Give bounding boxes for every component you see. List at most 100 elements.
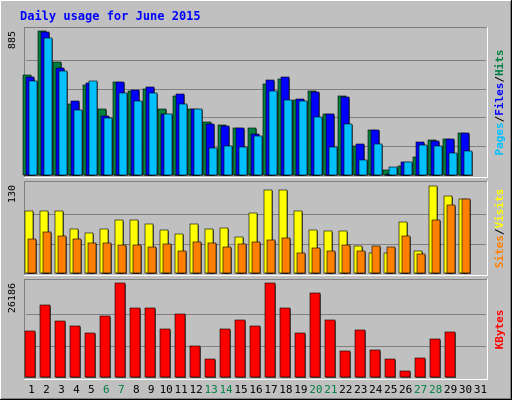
bar-sites-day-2 xyxy=(42,231,52,274)
bar-kbytes-day-10 xyxy=(159,328,171,378)
bar-sites-day-30 xyxy=(461,198,471,274)
bar-kbytes-day-4 xyxy=(69,325,81,378)
day-label-26: 26 xyxy=(399,383,412,396)
day-label-13: 13 xyxy=(204,383,217,396)
bar-kbytes-day-6 xyxy=(99,315,111,378)
bar-sites-day-29 xyxy=(446,204,456,274)
bar-sites-day-18 xyxy=(281,237,291,274)
day-label-2: 2 xyxy=(43,383,50,396)
bar-sites-day-25 xyxy=(386,246,396,274)
bar-kbytes-day-26 xyxy=(399,370,411,378)
bar-kbytes-day-18 xyxy=(279,307,291,378)
bar-sites-day-11 xyxy=(177,250,187,274)
legend-sites: Sites xyxy=(493,235,506,268)
bar-pages-day-4 xyxy=(73,109,83,176)
day-label-19: 19 xyxy=(294,383,307,396)
bar-pages-day-14 xyxy=(223,145,233,176)
bar-sites-day-12 xyxy=(192,241,202,274)
bar-sites-day-21 xyxy=(326,250,336,274)
panel-middle-ymax-label: 130 xyxy=(7,185,18,203)
bar-kbytes-day-23 xyxy=(354,329,366,378)
panel-middle-legend: Sites/Visits xyxy=(493,189,506,269)
legend-files: Files xyxy=(493,83,506,116)
legend-hits: Hits xyxy=(493,50,506,77)
day-label-8: 8 xyxy=(133,383,140,396)
legend-pages: Pages xyxy=(493,122,506,155)
legend-visits: Visits xyxy=(493,189,506,229)
bar-kbytes-day-29 xyxy=(444,331,456,378)
bar-pages-day-1 xyxy=(28,80,38,176)
bar-pages-day-29 xyxy=(448,152,458,176)
bar-pages-day-24 xyxy=(373,143,383,176)
bar-pages-day-9 xyxy=(148,92,158,176)
bar-sites-day-8 xyxy=(132,244,142,274)
day-label-16: 16 xyxy=(249,383,262,396)
bar-kbytes-day-14 xyxy=(219,328,231,378)
bar-pages-day-2 xyxy=(43,37,53,176)
bar-pages-day-27 xyxy=(418,144,428,176)
day-label-17: 17 xyxy=(264,383,277,396)
bar-sites-day-20 xyxy=(311,247,321,274)
bar-pages-day-11 xyxy=(178,103,188,176)
panel-bottom-legend: KBytes xyxy=(493,310,506,350)
bar-sites-day-15 xyxy=(237,243,247,274)
day-label-4: 4 xyxy=(73,383,80,396)
bar-pages-day-21 xyxy=(328,146,338,176)
legend-separator: / xyxy=(493,115,506,122)
day-label-29: 29 xyxy=(444,383,457,396)
day-label-1: 1 xyxy=(28,383,35,396)
bar-pages-day-3 xyxy=(58,70,68,176)
day-label-22: 22 xyxy=(339,383,352,396)
bar-kbytes-day-22 xyxy=(339,350,351,378)
bar-pages-day-18 xyxy=(283,99,293,176)
day-label-5: 5 xyxy=(88,383,95,396)
bar-sites-day-28 xyxy=(431,219,441,274)
day-label-23: 23 xyxy=(354,383,367,396)
bar-sites-day-10 xyxy=(162,243,172,274)
bar-sites-day-7 xyxy=(117,244,127,274)
day-label-14: 14 xyxy=(219,383,233,396)
day-label-7: 7 xyxy=(118,383,125,396)
bar-pages-day-20 xyxy=(313,116,323,176)
panel-bottom-ymax-label: 26186 xyxy=(7,283,18,313)
bar-kbytes-day-21 xyxy=(324,319,336,378)
chart-panels: 885Pages/Files/Hits130Sites/Visits26186K… xyxy=(7,27,506,380)
bar-pages-day-16 xyxy=(253,135,263,176)
panel-top-legend: Pages/Files/Hits xyxy=(493,50,506,156)
day-label-28: 28 xyxy=(429,383,442,396)
day-label-3: 3 xyxy=(58,383,65,396)
day-label-21: 21 xyxy=(324,383,337,396)
bar-sites-day-19 xyxy=(296,252,306,274)
bar-kbytes-day-2 xyxy=(39,304,51,378)
bar-sites-day-6 xyxy=(102,242,112,274)
bar-kbytes-day-1 xyxy=(24,330,36,378)
bar-pages-day-28 xyxy=(433,145,443,176)
day-label-31: 31 xyxy=(474,383,487,396)
bar-sites-day-26 xyxy=(401,235,411,274)
bar-kbytes-day-9 xyxy=(144,307,156,378)
bar-sites-day-1 xyxy=(27,238,37,274)
bar-kbytes-day-12 xyxy=(189,345,201,378)
bar-pages-day-10 xyxy=(163,113,173,176)
bar-kbytes-day-19 xyxy=(294,332,306,378)
bar-kbytes-day-13 xyxy=(204,358,216,378)
bar-pages-day-13 xyxy=(208,147,218,176)
bar-pages-day-6 xyxy=(103,117,113,176)
bar-pages-day-17 xyxy=(268,90,278,176)
bar-kbytes-day-3 xyxy=(54,320,66,378)
bar-pages-day-26 xyxy=(403,161,413,176)
bar-sites-day-9 xyxy=(147,246,157,274)
bar-kbytes-day-28 xyxy=(429,338,441,378)
bar-sites-day-24 xyxy=(371,245,381,274)
bar-kbytes-day-24 xyxy=(369,349,381,378)
bar-kbytes-day-16 xyxy=(249,325,261,378)
day-label-6: 6 xyxy=(103,383,110,396)
bar-pages-day-19 xyxy=(298,100,308,176)
day-label-12: 12 xyxy=(190,383,203,396)
day-label-30: 30 xyxy=(459,383,472,396)
bar-sites-day-13 xyxy=(207,242,217,274)
day-label-9: 9 xyxy=(148,383,155,396)
bar-kbytes-day-7 xyxy=(114,282,126,378)
bar-kbytes-day-25 xyxy=(384,358,396,378)
day-axis: 1 2 3 4 5 6 7 8 9 10 11 12 13 14 15 16 17 18 19 20 21 22 23 24 2… xyxy=(28,383,487,396)
